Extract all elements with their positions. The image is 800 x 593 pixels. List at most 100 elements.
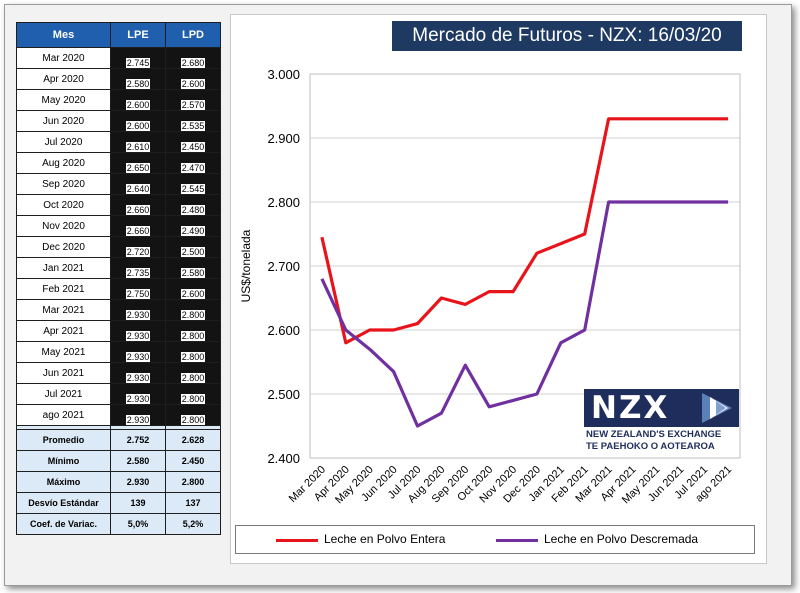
stat-lpe: 2.752 (110, 429, 166, 451)
row-lpd: 2.500 (165, 236, 221, 258)
y-axis-label: US$/tonelada (239, 229, 253, 302)
stat-lpe: 2.580 (110, 450, 166, 472)
row-lpe-value: 2.720 (125, 247, 151, 257)
header-mes: Mes (16, 22, 111, 48)
row-lpe: 2.930 (110, 404, 166, 426)
table-row: Feb 2021 2.750 2.600 (16, 278, 221, 300)
row-lpd: 2.600 (165, 68, 221, 90)
row-lpe: 2.750 (110, 278, 166, 300)
nzx-logo-banner: NZX (584, 389, 739, 427)
row-lpe: 2.580 (110, 68, 166, 90)
table-row: Apr 2021 2.930 2.800 (16, 320, 221, 342)
row-lpd-value: 2.800 (180, 373, 206, 383)
legend-line-descremada (496, 539, 538, 542)
table-row: Jan 2021 2.735 2.580 (16, 257, 221, 279)
row-lpd: 2.680 (165, 47, 221, 69)
row-lpe: 2.650 (110, 152, 166, 174)
row-lpe: 2.930 (110, 320, 166, 342)
nzx-logo-line1: NEW ZEALAND'S EXCHANGE (586, 429, 722, 440)
row-lpd-value: 2.480 (180, 205, 206, 215)
row-lpe-value: 2.650 (125, 163, 151, 173)
row-lpd-value: 2.545 (180, 184, 206, 194)
row-lpd: 2.535 (165, 110, 221, 132)
row-lpd: 2.480 (165, 194, 221, 216)
stat-lpd: 137 (165, 492, 221, 514)
row-lpd-value: 2.580 (180, 268, 206, 278)
row-lpd-value: 2.500 (180, 247, 206, 257)
row-lpe-value: 2.660 (125, 226, 151, 236)
stat-label: Mínimo (16, 450, 111, 472)
stat-lpe: 5,0% (110, 513, 166, 535)
row-lpd: 2.800 (165, 341, 221, 363)
row-month: Apr 2020 (16, 68, 111, 90)
nzx-logo-word: NZX (591, 390, 670, 426)
futures-table: Mes LPE LPD Mar 2020 2.745 2.680 Apr 2020 2.… (16, 22, 221, 535)
row-month: Sep 2020 (16, 173, 111, 195)
row-month: May 2020 (16, 89, 111, 111)
table-row: Nov 2020 2.660 2.490 (16, 215, 221, 237)
series-line-entera (320, 117, 729, 345)
nzx-arrow-icon (702, 393, 732, 423)
row-lpe-value: 2.930 (125, 352, 151, 362)
row-month: Dec 2020 (16, 236, 111, 258)
row-lpd: 2.450 (165, 131, 221, 153)
legend-label-entera: Leche en Polvo Entera (324, 532, 446, 546)
row-lpe-value: 2.660 (125, 205, 151, 215)
stat-label: Máximo (16, 471, 111, 493)
row-month: Jul 2020 (16, 131, 111, 153)
row-lpd: 2.800 (165, 404, 221, 426)
row-lpe: 2.640 (110, 173, 166, 195)
row-lpd: 2.490 (165, 215, 221, 237)
row-lpe: 2.610 (110, 131, 166, 153)
stats-row: Mínimo 2.580 2.450 (16, 450, 221, 472)
row-lpd-value: 2.600 (180, 289, 206, 299)
row-lpe-value: 2.580 (125, 79, 151, 89)
row-lpd-value: 2.800 (180, 310, 206, 320)
header-lpe: LPE (110, 22, 166, 48)
y-tick-label: 2.600 (267, 323, 300, 338)
row-lpe-value: 2.735 (125, 268, 151, 278)
table-row: Dec 2020 2.720 2.500 (16, 236, 221, 258)
plot-area (309, 73, 741, 459)
stat-label: Coef. de Variac. (16, 513, 111, 535)
y-tick-label: 2.700 (267, 259, 300, 274)
row-month: Oct 2020 (16, 194, 111, 216)
row-month: Nov 2020 (16, 215, 111, 237)
table-header-row: Mes LPE LPD (16, 22, 221, 48)
row-lpe: 2.930 (110, 362, 166, 384)
table-row: Aug 2020 2.650 2.470 (16, 152, 221, 174)
table-row: ago 2021 2.930 2.800 (16, 404, 221, 426)
stat-lpd: 2.800 (165, 471, 221, 493)
row-lpe-value: 2.750 (125, 289, 151, 299)
row-lpd: 2.545 (165, 173, 221, 195)
row-lpe-value: 2.930 (125, 415, 151, 425)
row-lpd-value: 2.450 (180, 142, 206, 152)
table-row: Apr 2020 2.580 2.600 (16, 68, 221, 90)
row-lpd: 2.800 (165, 383, 221, 405)
row-lpe-value: 2.610 (125, 142, 151, 152)
table-row: May 2021 2.930 2.800 (16, 341, 221, 363)
table-row: Mar 2021 2.930 2.800 (16, 299, 221, 321)
row-lpe: 2.660 (110, 194, 166, 216)
table-row: Mar 2020 2.745 2.680 (16, 47, 221, 69)
row-lpd-value: 2.800 (180, 394, 206, 404)
header-lpd: LPD (165, 22, 221, 48)
table-row: Jul 2020 2.610 2.450 (16, 131, 221, 153)
row-month: Aug 2020 (16, 152, 111, 174)
stat-label: Promedio (16, 429, 111, 451)
row-month: Mar 2021 (16, 299, 111, 321)
chart-panel (230, 14, 767, 564)
row-lpe-value: 2.600 (125, 121, 151, 131)
row-lpd-value: 2.680 (180, 58, 206, 68)
y-tick-label: 2.400 (267, 451, 300, 466)
stat-lpe: 139 (110, 492, 166, 514)
nzx-logo: NZX NEW ZEALAND'S EXCHANGE TE PAEHOKO O … (584, 389, 739, 455)
table-row: Oct 2020 2.660 2.480 (16, 194, 221, 216)
row-lpd: 2.800 (165, 362, 221, 384)
row-lpd: 2.570 (165, 89, 221, 111)
table-row: Jun 2021 2.930 2.800 (16, 362, 221, 384)
row-month: Mar 2020 (16, 47, 111, 69)
row-lpd-value: 2.535 (180, 121, 206, 131)
row-month: Jun 2021 (16, 362, 111, 384)
